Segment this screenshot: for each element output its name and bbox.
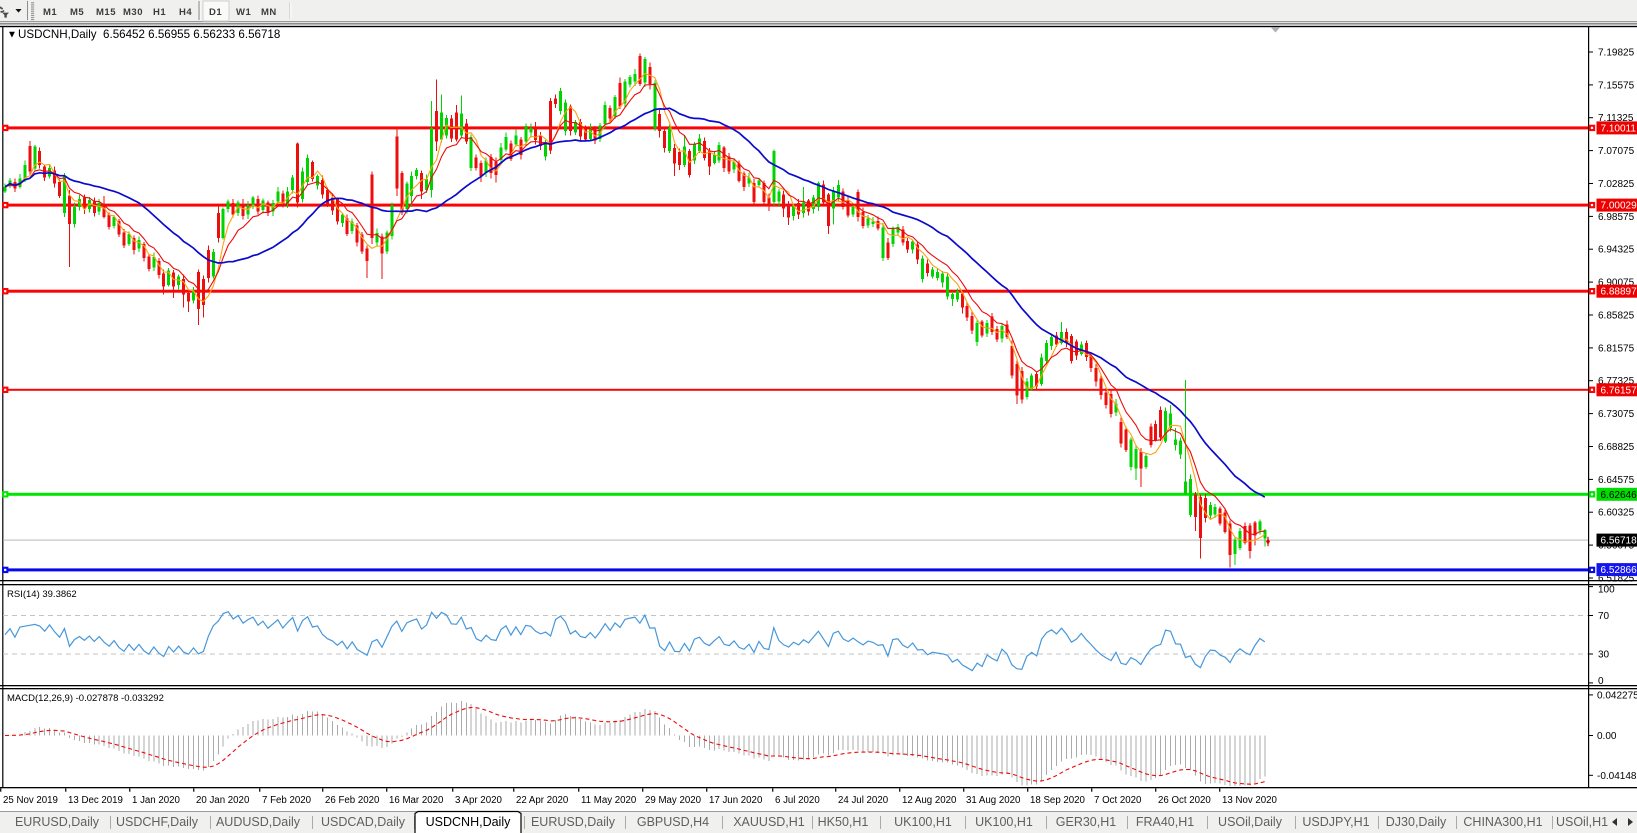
svg-text:EURUSD,Daily: EURUSD,Daily: [15, 815, 100, 829]
svg-text:24 Jul 2020: 24 Jul 2020: [838, 795, 889, 806]
svg-text:6.52866: 6.52866: [1601, 565, 1637, 576]
svg-text:USDJPY,H1: USDJPY,H1: [1302, 815, 1369, 829]
svg-text:18 Sep 2020: 18 Sep 2020: [1030, 795, 1086, 806]
svg-text:USDCHF,Daily: USDCHF,Daily: [116, 815, 199, 829]
svg-text:13 Nov 2020: 13 Nov 2020: [1222, 795, 1278, 806]
svg-text:6.64575: 6.64575: [1598, 475, 1635, 486]
svg-text:6.81575: 6.81575: [1598, 343, 1635, 354]
svg-text:7 Feb 2020: 7 Feb 2020: [262, 795, 312, 806]
svg-text:26 Feb 2020: 26 Feb 2020: [325, 795, 380, 806]
svg-text:6.90075: 6.90075: [1598, 278, 1635, 289]
svg-text:USDCNH,Daily 6.56452 6.56955: USDCNH,Daily 6.56452 6.56955 6.56233 6.5…: [18, 28, 280, 41]
svg-text:100: 100: [1598, 584, 1615, 595]
svg-text:USDCAD,Daily: USDCAD,Daily: [321, 815, 406, 829]
svg-text:25 Nov 2019: 25 Nov 2019: [3, 795, 58, 806]
svg-text:GER30,H1: GER30,H1: [1056, 815, 1116, 829]
svg-text:FRA40,H1: FRA40,H1: [1136, 815, 1194, 829]
svg-text:20 Jan 2020: 20 Jan 2020: [196, 795, 250, 806]
svg-text:CHINA300,H1: CHINA300,H1: [1463, 815, 1542, 829]
svg-text:0.00: 0.00: [1597, 731, 1617, 742]
svg-text:D1: D1: [209, 7, 222, 18]
svg-text:7.11325: 7.11325: [1598, 113, 1634, 124]
svg-text:MACD(12,26,9) -0.027878 -0.033: MACD(12,26,9) -0.027878 -0.033292: [7, 693, 164, 704]
svg-text:RSI(14) 39.3862: RSI(14) 39.3862: [7, 589, 77, 600]
svg-text:3 Apr 2020: 3 Apr 2020: [455, 795, 502, 806]
svg-text:6.77325: 6.77325: [1598, 376, 1635, 387]
svg-text:13 Dec 2019: 13 Dec 2019: [68, 795, 123, 806]
svg-text:6.88897: 6.88897: [1601, 287, 1637, 298]
svg-text:H4: H4: [179, 7, 192, 18]
svg-text:0: 0: [1598, 676, 1604, 687]
svg-text:7.02825: 7.02825: [1598, 179, 1635, 190]
svg-text:6.73075: 6.73075: [1598, 409, 1635, 420]
svg-text:DJ30,Daily: DJ30,Daily: [1386, 815, 1447, 829]
svg-text:29 May 2020: 29 May 2020: [645, 795, 702, 806]
svg-text:H1: H1: [153, 7, 166, 18]
svg-text:7.00029: 7.00029: [1601, 201, 1637, 212]
svg-text:GBPUSD,H4: GBPUSD,H4: [637, 815, 709, 829]
svg-text:6 Jul 2020: 6 Jul 2020: [775, 795, 820, 806]
svg-text:UK100,H1: UK100,H1: [975, 815, 1033, 829]
svg-text:M30: M30: [123, 7, 143, 18]
svg-text:HK50,H1: HK50,H1: [818, 815, 869, 829]
svg-text:6.85825: 6.85825: [1598, 311, 1635, 322]
svg-text:7.10011: 7.10011: [1601, 123, 1637, 134]
svg-text:1 Jan 2020: 1 Jan 2020: [132, 795, 181, 806]
svg-text:USOil,Daily: USOil,Daily: [1218, 815, 1283, 829]
svg-text:XAUUSD,H1: XAUUSD,H1: [733, 815, 805, 829]
svg-text:6.98575: 6.98575: [1598, 212, 1635, 223]
svg-text:▼: ▼: [7, 30, 17, 41]
svg-text:16 Mar 2020: 16 Mar 2020: [389, 795, 444, 806]
svg-text:7.19825: 7.19825: [1598, 48, 1635, 59]
svg-text:12 Aug 2020: 12 Aug 2020: [902, 795, 957, 806]
svg-text:6.68825: 6.68825: [1598, 442, 1635, 453]
svg-text:6.94325: 6.94325: [1598, 245, 1635, 256]
svg-text:USOil,H1: USOil,H1: [1556, 815, 1608, 829]
svg-text:11 May 2020: 11 May 2020: [581, 795, 637, 806]
svg-text:AUDUSD,Daily: AUDUSD,Daily: [216, 815, 301, 829]
svg-text:30: 30: [1598, 650, 1610, 661]
svg-text:6.76157: 6.76157: [1601, 385, 1637, 396]
svg-text:70: 70: [1598, 611, 1610, 622]
svg-text:-0.04148: -0.04148: [1597, 771, 1637, 782]
svg-text:USDCNH,Daily: USDCNH,Daily: [426, 815, 511, 829]
svg-text:M5: M5: [70, 7, 84, 18]
svg-text:7.15575: 7.15575: [1598, 80, 1635, 91]
svg-text:UK100,H1: UK100,H1: [894, 815, 952, 829]
svg-text:W1: W1: [236, 7, 251, 18]
svg-text:7 Oct 2020: 7 Oct 2020: [1094, 795, 1142, 806]
svg-text:MN: MN: [261, 7, 277, 18]
svg-text:6.62646: 6.62646: [1601, 490, 1637, 501]
svg-text:M1: M1: [43, 7, 57, 18]
svg-text:17 Jun 2020: 17 Jun 2020: [709, 795, 763, 806]
svg-text:6.60325: 6.60325: [1598, 508, 1635, 519]
svg-text:7.07075: 7.07075: [1598, 146, 1635, 157]
svg-text:26 Oct 2020: 26 Oct 2020: [1158, 795, 1211, 806]
svg-text:EURUSD,Daily: EURUSD,Daily: [531, 815, 616, 829]
svg-text:0.042275: 0.042275: [1597, 690, 1637, 701]
svg-text:6.51825: 6.51825: [1598, 574, 1635, 585]
svg-text:22 Apr 2020: 22 Apr 2020: [516, 795, 569, 806]
svg-text:6.56718: 6.56718: [1601, 536, 1637, 547]
svg-text:31 Aug 2020: 31 Aug 2020: [966, 795, 1021, 806]
svg-text:M15: M15: [96, 7, 116, 18]
